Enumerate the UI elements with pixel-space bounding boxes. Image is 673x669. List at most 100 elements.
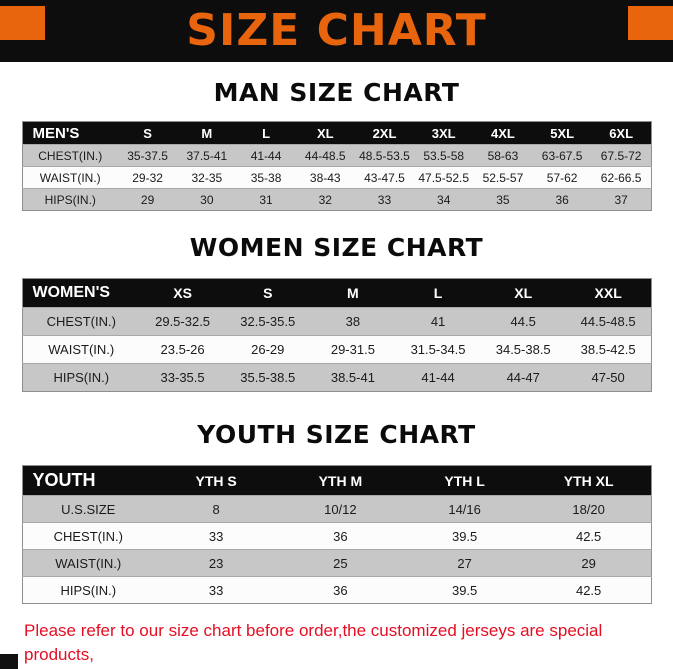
size-value: 31 — [236, 188, 296, 211]
size-value: 44-48.5 — [295, 144, 355, 167]
size-value: 32-35 — [177, 166, 237, 189]
size-value: 31.5-34.5 — [395, 335, 481, 364]
women-size-chart-section: WOMEN SIZE CHART WOMEN'S XS S M L XL XXL CHEST(… — [0, 211, 673, 392]
measurement-label: CHEST(IN.) — [22, 307, 140, 336]
size-value: 36 — [278, 576, 403, 604]
size-value: 38.5-42.5 — [565, 335, 651, 364]
size-value: 43-47.5 — [354, 166, 415, 189]
size-value: 62-66.5 — [591, 166, 651, 189]
men-size-chart-section: MAN SIZE CHART MEN'S S M L XL 2XL 3XL 4XL 5XL 6XL… — [0, 62, 673, 211]
footer-note: Please refer to our size chart before or… — [24, 619, 663, 669]
size-value: 34.5-38.5 — [480, 335, 566, 364]
size-value: 35-38 — [236, 166, 296, 189]
size-column-header: 6XL — [591, 121, 651, 145]
size-value: 29.5-32.5 — [140, 307, 226, 336]
table-row: WAIST(IN.) 29-32 32-35 35-38 38-43 43-47.5 47.… — [22, 166, 651, 189]
size-value: 32.5-35.5 — [225, 307, 311, 336]
size-value: 53.5-58 — [414, 144, 474, 167]
size-value: 30 — [177, 188, 237, 211]
size-column-header: S — [118, 121, 178, 145]
size-value: 67.5-72 — [591, 144, 651, 167]
corner-accent-right — [628, 6, 673, 40]
size-value: 26-29 — [225, 335, 311, 364]
size-value: 38.5-41 — [310, 363, 396, 392]
measurement-label: WAIST(IN.) — [22, 166, 118, 189]
table-row: WAIST(IN.) 23 25 27 29 — [22, 549, 651, 577]
size-value: 27 — [402, 549, 527, 577]
table-row: WAIST(IN.) 23.5-26 26-29 29-31.5 31.5-34.5 34… — [22, 335, 651, 364]
size-value: 41-44 — [395, 363, 481, 392]
women-size-table: WOMEN'S XS S M L XL XXL CHEST(IN.) 29.5-32.5 32.5… — [21, 278, 652, 392]
size-value: 63-67.5 — [532, 144, 592, 167]
table-header-row: YOUTH YTH S YTH M YTH L YTH XL — [22, 465, 651, 496]
measurement-label: CHEST(IN.) — [22, 522, 154, 550]
measurement-label: WAIST(IN.) — [22, 335, 140, 364]
size-value: 18/20 — [526, 495, 651, 523]
size-value: 34 — [414, 188, 474, 211]
size-column-header: XS — [140, 278, 226, 308]
size-value: 8 — [154, 495, 279, 523]
size-value: 39.5 — [402, 576, 527, 604]
men-section-title: MAN SIZE CHART — [213, 78, 460, 107]
size-value: 29-32 — [118, 166, 178, 189]
table-row: HIPS(IN.) 33-35.5 35.5-38.5 38.5-41 41-44 44-… — [22, 363, 651, 392]
table-group-header: WOMEN'S — [22, 278, 140, 308]
size-value: 58-63 — [473, 144, 533, 167]
size-value: 48.5-53.5 — [354, 144, 415, 167]
table-row: CHEST(IN.) 35-37.5 37.5-41 41-44 44-48.5 48.5… — [22, 144, 651, 167]
size-column-header: YTH M — [278, 465, 403, 496]
size-column-header: S — [225, 278, 311, 308]
measurement-label: HIPS(IN.) — [22, 363, 140, 392]
table-row: HIPS(IN.) 33 36 39.5 42.5 — [22, 576, 651, 604]
size-column-header: 3XL — [414, 121, 474, 145]
size-value: 32 — [295, 188, 355, 211]
youth-size-chart-section: YOUTH SIZE CHART YOUTH YTH S YTH M YTH L YTH… — [0, 392, 673, 604]
size-value: 10/12 — [278, 495, 403, 523]
size-value: 33 — [154, 576, 279, 604]
size-value: 36 — [532, 188, 592, 211]
table-row: CHEST(IN.) 29.5-32.5 32.5-35.5 38 41 44.5 44.5… — [22, 307, 651, 336]
measurement-label: U.S.SIZE — [22, 495, 154, 523]
size-column-header: YTH S — [154, 465, 279, 496]
size-value: 23.5-26 — [140, 335, 226, 364]
women-section-title: WOMEN SIZE CHART — [189, 233, 484, 262]
banner: SIZE CHART — [0, 0, 673, 62]
size-value: 41-44 — [236, 144, 296, 167]
page-title: SIZE CHART — [186, 5, 487, 56]
size-value: 42.5 — [526, 576, 651, 604]
table-group-header: YOUTH — [22, 465, 154, 496]
size-value: 38 — [310, 307, 396, 336]
size-value: 44-47 — [480, 363, 566, 392]
size-value: 38-43 — [295, 166, 355, 189]
size-value: 35 — [473, 188, 533, 211]
size-value: 33 — [354, 188, 415, 211]
size-column-header: 4XL — [473, 121, 533, 145]
size-value: 25 — [278, 549, 403, 577]
size-value: 37.5-41 — [177, 144, 237, 167]
bottom-left-mark — [0, 654, 18, 669]
table-group-header: MEN'S — [22, 121, 118, 145]
size-column-header: YTH XL — [526, 465, 651, 496]
size-column-header: XL — [295, 121, 355, 145]
size-column-header: 2XL — [354, 121, 415, 145]
size-value: 57-62 — [532, 166, 592, 189]
men-size-table: MEN'S S M L XL 2XL 3XL 4XL 5XL 6XL CHEST(IN.) 35-37… — [21, 121, 652, 211]
size-value: 35.5-38.5 — [225, 363, 311, 392]
corner-accent-left — [0, 6, 45, 40]
size-value: 29 — [526, 549, 651, 577]
size-value: 37 — [591, 188, 651, 211]
footer-note-line1: Please refer to our size chart before or… — [24, 621, 603, 664]
size-column-header: L — [236, 121, 296, 145]
youth-size-table: YOUTH YTH S YTH M YTH L YTH XL U.S.SIZE 8 10/12… — [21, 465, 652, 604]
table-row: HIPS(IN.) 29 30 31 32 33 34 35 36 37 — [22, 188, 651, 211]
size-value: 29-31.5 — [310, 335, 396, 364]
size-value: 44.5 — [480, 307, 566, 336]
size-column-header: M — [310, 278, 396, 308]
size-value: 39.5 — [402, 522, 527, 550]
size-value: 42.5 — [526, 522, 651, 550]
size-value: 47.5-52.5 — [414, 166, 474, 189]
table-header-row: MEN'S S M L XL 2XL 3XL 4XL 5XL 6XL — [22, 121, 651, 145]
size-value: 29 — [118, 188, 178, 211]
size-value: 47-50 — [565, 363, 651, 392]
